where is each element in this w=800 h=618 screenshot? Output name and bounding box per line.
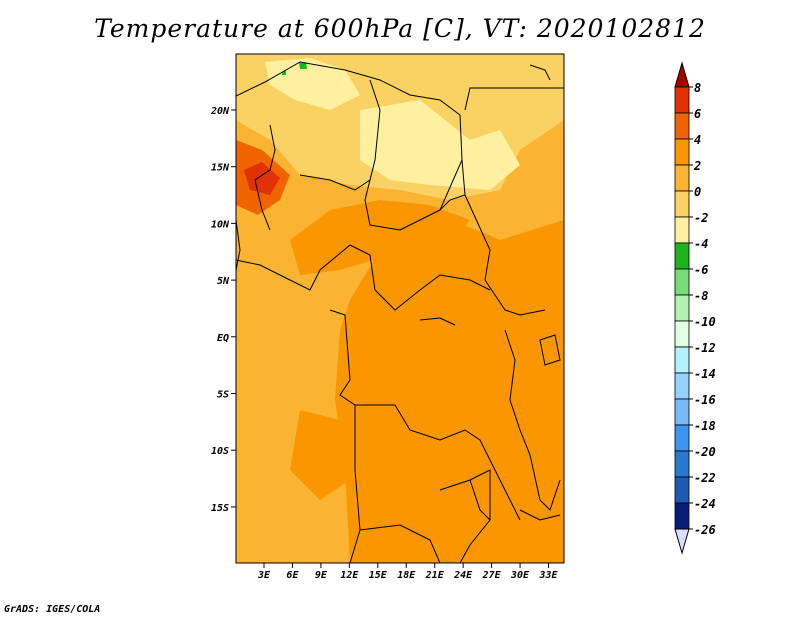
colorbar-label: -14 (694, 367, 716, 381)
border-path-4 (464, 87, 564, 111)
colorbar-bottom-arrow (674, 528, 690, 555)
lon-label: 15E (369, 570, 388, 581)
lon-label: 33E (538, 570, 558, 581)
lat-label: 5S (217, 390, 229, 401)
border-path-2 (439, 159, 466, 211)
colorbar-label: -10 (694, 315, 716, 329)
colorbar-label: -8 (694, 289, 708, 303)
colorbar-segment (674, 372, 690, 400)
colorbar-segment (674, 450, 690, 478)
colorbar-label: -12 (694, 341, 716, 355)
lat-label: 15S (211, 503, 229, 514)
lon-label: 3E (257, 570, 271, 581)
field-region-warm-south (290, 410, 350, 500)
country-borders (236, 61, 564, 563)
colorbar-segment (674, 294, 690, 322)
colorbar-segment (674, 112, 690, 140)
lon-label: 6E (286, 570, 299, 581)
colorbar-segment (674, 86, 690, 114)
border-path-15 (529, 64, 551, 81)
colorbar-segment (674, 502, 690, 530)
colorbar-segment (674, 424, 690, 452)
lat-label: 10N (211, 219, 230, 230)
lon-label: 30E (510, 570, 530, 581)
field-region-warm-central (335, 215, 564, 563)
colorbar-label: 8 (694, 81, 701, 95)
latitude-axis: 20N 15N 10N 5N EQ 5S 10S 15S (210, 106, 236, 514)
colorbar-label: -20 (694, 445, 716, 459)
colorbar-label: -4 (694, 237, 708, 251)
border-path-12 (504, 329, 561, 511)
border-path-10 (359, 524, 441, 563)
colorbar-label: -18 (694, 419, 716, 433)
colorbar-label: 2 (693, 159, 701, 173)
temperature-field (236, 54, 564, 563)
colorbar-label: -24 (694, 497, 716, 511)
lon-label: 27E (482, 570, 502, 581)
colorbar-segment (674, 320, 690, 348)
border-path-11 (439, 469, 491, 563)
colorbar-label: 6 (694, 107, 701, 121)
colorbar-label: 4 (694, 133, 701, 147)
lon-label: 12E (340, 570, 359, 581)
border-path-17 (469, 479, 491, 521)
field-region-hottest-west (244, 162, 280, 195)
lon-label: 18E (397, 570, 416, 581)
colorbar-segment (674, 190, 690, 218)
map-frame (235, 53, 565, 564)
colorbar-segment (674, 476, 690, 504)
colorbar-segment (674, 216, 690, 244)
border-path-3 (464, 194, 546, 316)
field-region-coldest-north (265, 58, 360, 110)
lat-label: 15N (211, 163, 230, 174)
field-region-green-patch (299, 62, 307, 69)
colorbar: 8 6 4 2 0 -2 -4 -6 -8 -10 -12 -14 -16 -18 -20 -22 -24 -26 (674, 61, 716, 555)
colorbar-label: -26 (694, 523, 716, 537)
colorbar-label: -2 (694, 211, 708, 225)
lat-label: EQ (217, 333, 229, 344)
border-path-13 (236, 219, 241, 271)
colorbar-segment (674, 164, 690, 192)
lon-label: 24E (453, 570, 473, 581)
lat-label: 10S (211, 446, 229, 457)
lon-label: 21E (425, 570, 445, 581)
colorbar-label: -22 (694, 471, 716, 485)
lon-label: 9E (315, 570, 328, 581)
field-region-warm-north (290, 200, 470, 275)
lat-label: 20N (210, 106, 230, 117)
field-region-coldest-east (360, 100, 520, 190)
border-path-7 (236, 244, 491, 311)
map-title: Temperature at 600hPa [C], VT: 202010281… (94, 14, 706, 43)
lat-label: 5N (217, 276, 230, 287)
colorbar-segment (674, 346, 690, 374)
border-path-5 (299, 174, 371, 191)
colorbar-label: -16 (694, 393, 716, 407)
border-path-18 (519, 509, 561, 521)
colorbar-segment (674, 398, 690, 426)
colorbar-label: -6 (694, 263, 708, 277)
border-path-9 (349, 405, 361, 563)
colorbar-segment (674, 268, 690, 296)
longitude-axis: 3E 6E 9E 12E 15E 18E 21E 24E 27E 30E 33E (257, 563, 559, 581)
border-path-6 (254, 124, 276, 231)
border-path-8 (329, 309, 521, 521)
grads-credit: GrADS: IGES/COLA (4, 604, 101, 615)
border-path-14 (539, 334, 561, 366)
colorbar-segment (674, 242, 690, 270)
colorbar-segment (674, 138, 690, 166)
colorbar-label: 0 (694, 185, 701, 199)
colorbar-top-arrow (674, 61, 690, 88)
border-path-16 (419, 317, 456, 326)
